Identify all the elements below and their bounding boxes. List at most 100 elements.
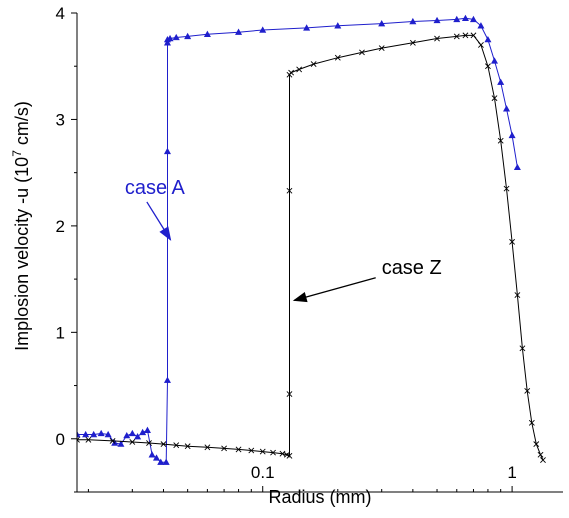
- series-point-case-a: [508, 131, 516, 139]
- series-point-case-z: [286, 187, 293, 194]
- series-point-case-a: [259, 26, 267, 33]
- series-point-case-z: [286, 391, 293, 397]
- series-point-case-z: [279, 450, 286, 457]
- series-point-case-a: [378, 20, 386, 27]
- series-point-case-z: [509, 238, 516, 245]
- series-point-case-a: [513, 163, 521, 171]
- annotation-label-case-a: case A: [125, 177, 186, 199]
- series-point-case-a: [97, 429, 105, 437]
- series-point-case-z: [528, 419, 535, 426]
- series-point-case-a: [139, 428, 147, 436]
- series-point-case-z: [221, 445, 228, 452]
- y-tick-label-3: 3: [56, 110, 65, 129]
- series-point-case-a: [469, 15, 477, 23]
- series-point-case-z: [235, 446, 242, 453]
- y-tick-label-0: 0: [56, 430, 65, 449]
- series-point-case-a: [303, 24, 311, 31]
- series-point-case-a: [104, 430, 112, 438]
- x-tick-label-0: 0.1: [251, 463, 275, 482]
- series-point-case-z: [378, 45, 385, 52]
- series-point-case-z: [524, 387, 531, 394]
- annotation-label-case-z: case Z: [382, 257, 442, 279]
- y-axis-title-end: cm/s): [12, 101, 32, 150]
- series-point-case-a: [477, 22, 485, 29]
- series-point-case-z: [519, 345, 526, 352]
- series-point-case-a: [162, 458, 170, 465]
- annotation-arrowhead-case-z: [292, 292, 308, 303]
- series-point-case-a: [184, 32, 192, 40]
- series-point-case-z: [485, 63, 491, 70]
- series-point-case-z: [85, 436, 92, 443]
- series-point-case-a: [484, 35, 492, 43]
- series-point-case-a: [163, 39, 171, 46]
- series-point-case-a: [82, 430, 90, 438]
- series-point-case-z: [109, 437, 116, 444]
- series-point-case-a: [143, 426, 151, 433]
- series-point-case-z: [146, 440, 152, 446]
- y-tick-label-1: 1: [56, 323, 65, 342]
- series-point-case-a: [128, 429, 136, 437]
- series-point-case-a: [134, 433, 142, 440]
- series-point-case-z: [286, 452, 293, 459]
- series-point-case-z: [462, 32, 469, 39]
- axis-titles: Radius (mm) Implosion velocity -u (107 c…: [10, 101, 372, 507]
- series-point-case-a: [152, 454, 161, 461]
- series-point-case-z: [184, 443, 191, 450]
- series-point-case-z: [334, 54, 341, 61]
- series-point-case-a: [166, 34, 174, 42]
- series-point-case-z: [434, 35, 440, 42]
- series-point-case-a: [453, 15, 461, 23]
- series-point-case-a: [172, 33, 180, 41]
- x-axis-title: Radius (mm): [268, 487, 371, 507]
- series-point-case-a: [117, 440, 125, 447]
- series-line-case-z: [77, 34, 544, 461]
- series-point-case-z: [248, 447, 255, 454]
- series-point-case-a: [334, 22, 342, 29]
- series-point-case-z: [296, 66, 303, 73]
- series-point-case-z: [409, 39, 416, 46]
- series-point-case-z: [478, 42, 484, 48]
- series-point-case-z: [514, 292, 521, 298]
- series-point-case-z: [173, 442, 180, 449]
- series-point-case-a: [163, 147, 171, 155]
- series-point-case-z: [491, 95, 498, 102]
- series-point-case-a: [148, 451, 156, 458]
- series-point-case-a: [409, 17, 417, 25]
- series-case-z: [77, 32, 546, 463]
- series-point-case-z: [77, 436, 80, 443]
- y-tick-label-2: 2: [56, 217, 65, 236]
- series-point-case-a: [490, 57, 499, 64]
- annotation-arrowhead-case-a: [159, 226, 172, 241]
- series-point-case-z: [533, 441, 540, 448]
- series-point-case-z: [204, 444, 211, 451]
- series-point-case-z: [503, 185, 510, 192]
- series-point-case-a: [503, 105, 511, 112]
- series-point-case-z: [470, 32, 477, 39]
- series-point-case-z: [540, 457, 546, 463]
- y-tick-label-4: 4: [56, 4, 65, 23]
- series-point-case-z: [288, 69, 295, 76]
- y-axis-title-sup: 7: [10, 150, 24, 157]
- series-point-case-z: [129, 439, 136, 445]
- series-point-case-z: [497, 137, 504, 144]
- series-point-case-a: [433, 16, 441, 24]
- annotation-arrow-line-case-z: [293, 277, 376, 302]
- y-axis-title: Implosion velocity -u (107 cm/s): [10, 101, 32, 351]
- series-point-case-a: [157, 458, 165, 465]
- plot-area: [77, 14, 546, 465]
- axes: 0 1 2 3 4 0.1 1: [56, 4, 563, 493]
- series-point-case-z: [537, 451, 544, 458]
- y-axis-title-main: Implosion velocity -u (10: [12, 157, 32, 351]
- series-point-case-a: [90, 430, 98, 438]
- series-case-a: [77, 14, 521, 465]
- series-point-case-a: [203, 30, 211, 37]
- series-point-case-z: [359, 49, 365, 56]
- series-point-case-z: [270, 449, 276, 456]
- x-tick-label-1: 1: [507, 463, 516, 482]
- series-point-case-a: [77, 430, 81, 438]
- annotations: case A case Z: [125, 177, 442, 303]
- series-point-case-a: [235, 28, 243, 35]
- series-point-case-z: [160, 441, 167, 448]
- series-point-case-a: [123, 431, 131, 439]
